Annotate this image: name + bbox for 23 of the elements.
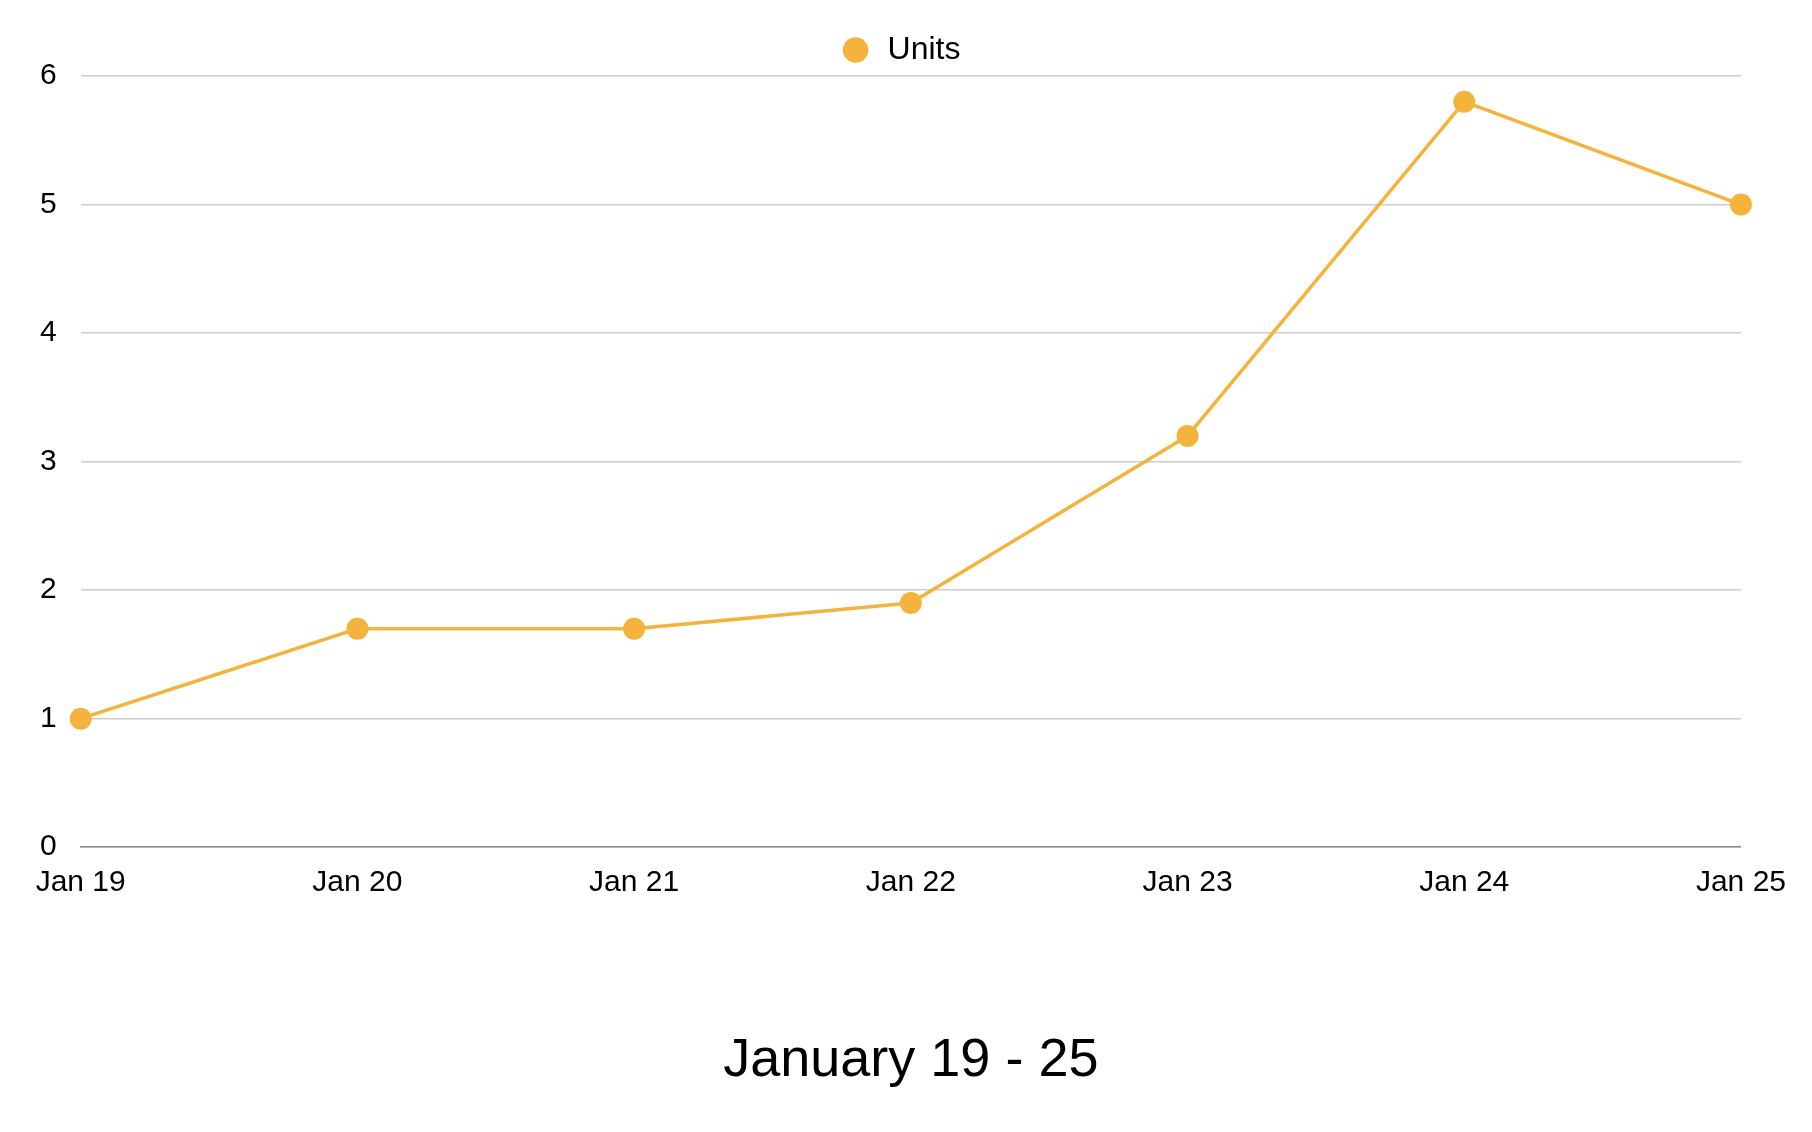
y-tick-label: 3 xyxy=(40,442,57,476)
y-tick-label: 0 xyxy=(40,828,57,862)
point xyxy=(1453,90,1476,113)
legend-label: Units xyxy=(887,29,961,66)
x-tick-label: Jan 25 xyxy=(1695,864,1786,898)
y-tick-label: 2 xyxy=(40,571,57,605)
x-axis-title: January 19 - 25 xyxy=(723,1027,1099,1088)
x-tick-label: Jan 23 xyxy=(1142,864,1233,898)
point xyxy=(69,707,92,730)
x-tick-label: Jan 20 xyxy=(312,864,403,898)
point xyxy=(623,617,646,640)
point xyxy=(1729,193,1752,216)
y-tick-label: 1 xyxy=(40,699,57,733)
x-tick-label: Jan 24 xyxy=(1419,864,1510,898)
point xyxy=(346,617,369,640)
x-tick-label: Jan 19 xyxy=(35,864,126,898)
point xyxy=(899,591,922,614)
y-tick-label: 6 xyxy=(40,57,57,91)
x-tick-label: Jan 22 xyxy=(865,864,956,898)
point xyxy=(1176,424,1199,447)
x-tick-label: Jan 21 xyxy=(589,864,680,898)
y-tick-label: 5 xyxy=(40,185,57,219)
y-tick-label: 4 xyxy=(40,314,57,348)
